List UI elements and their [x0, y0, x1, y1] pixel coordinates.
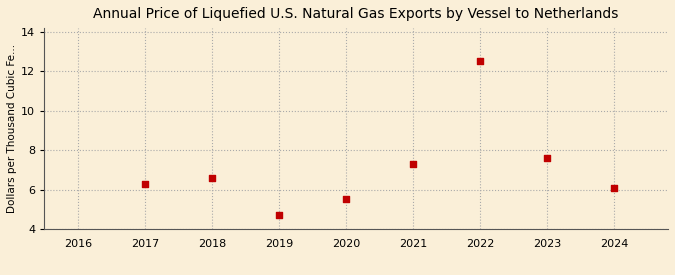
Point [341, 197, 352, 202]
Point [609, 185, 620, 190]
Title: Annual Price of Liquefied U.S. Natural Gas Exports by Vessel to Netherlands: Annual Price of Liquefied U.S. Natural G… [93, 7, 619, 21]
Point [273, 213, 284, 218]
Y-axis label: Dollars per Thousand Cubic Fe...: Dollars per Thousand Cubic Fe... [7, 44, 17, 213]
Point [475, 59, 485, 64]
Point [207, 175, 217, 180]
Point [542, 156, 553, 160]
Point [408, 162, 418, 166]
Point [140, 182, 151, 186]
